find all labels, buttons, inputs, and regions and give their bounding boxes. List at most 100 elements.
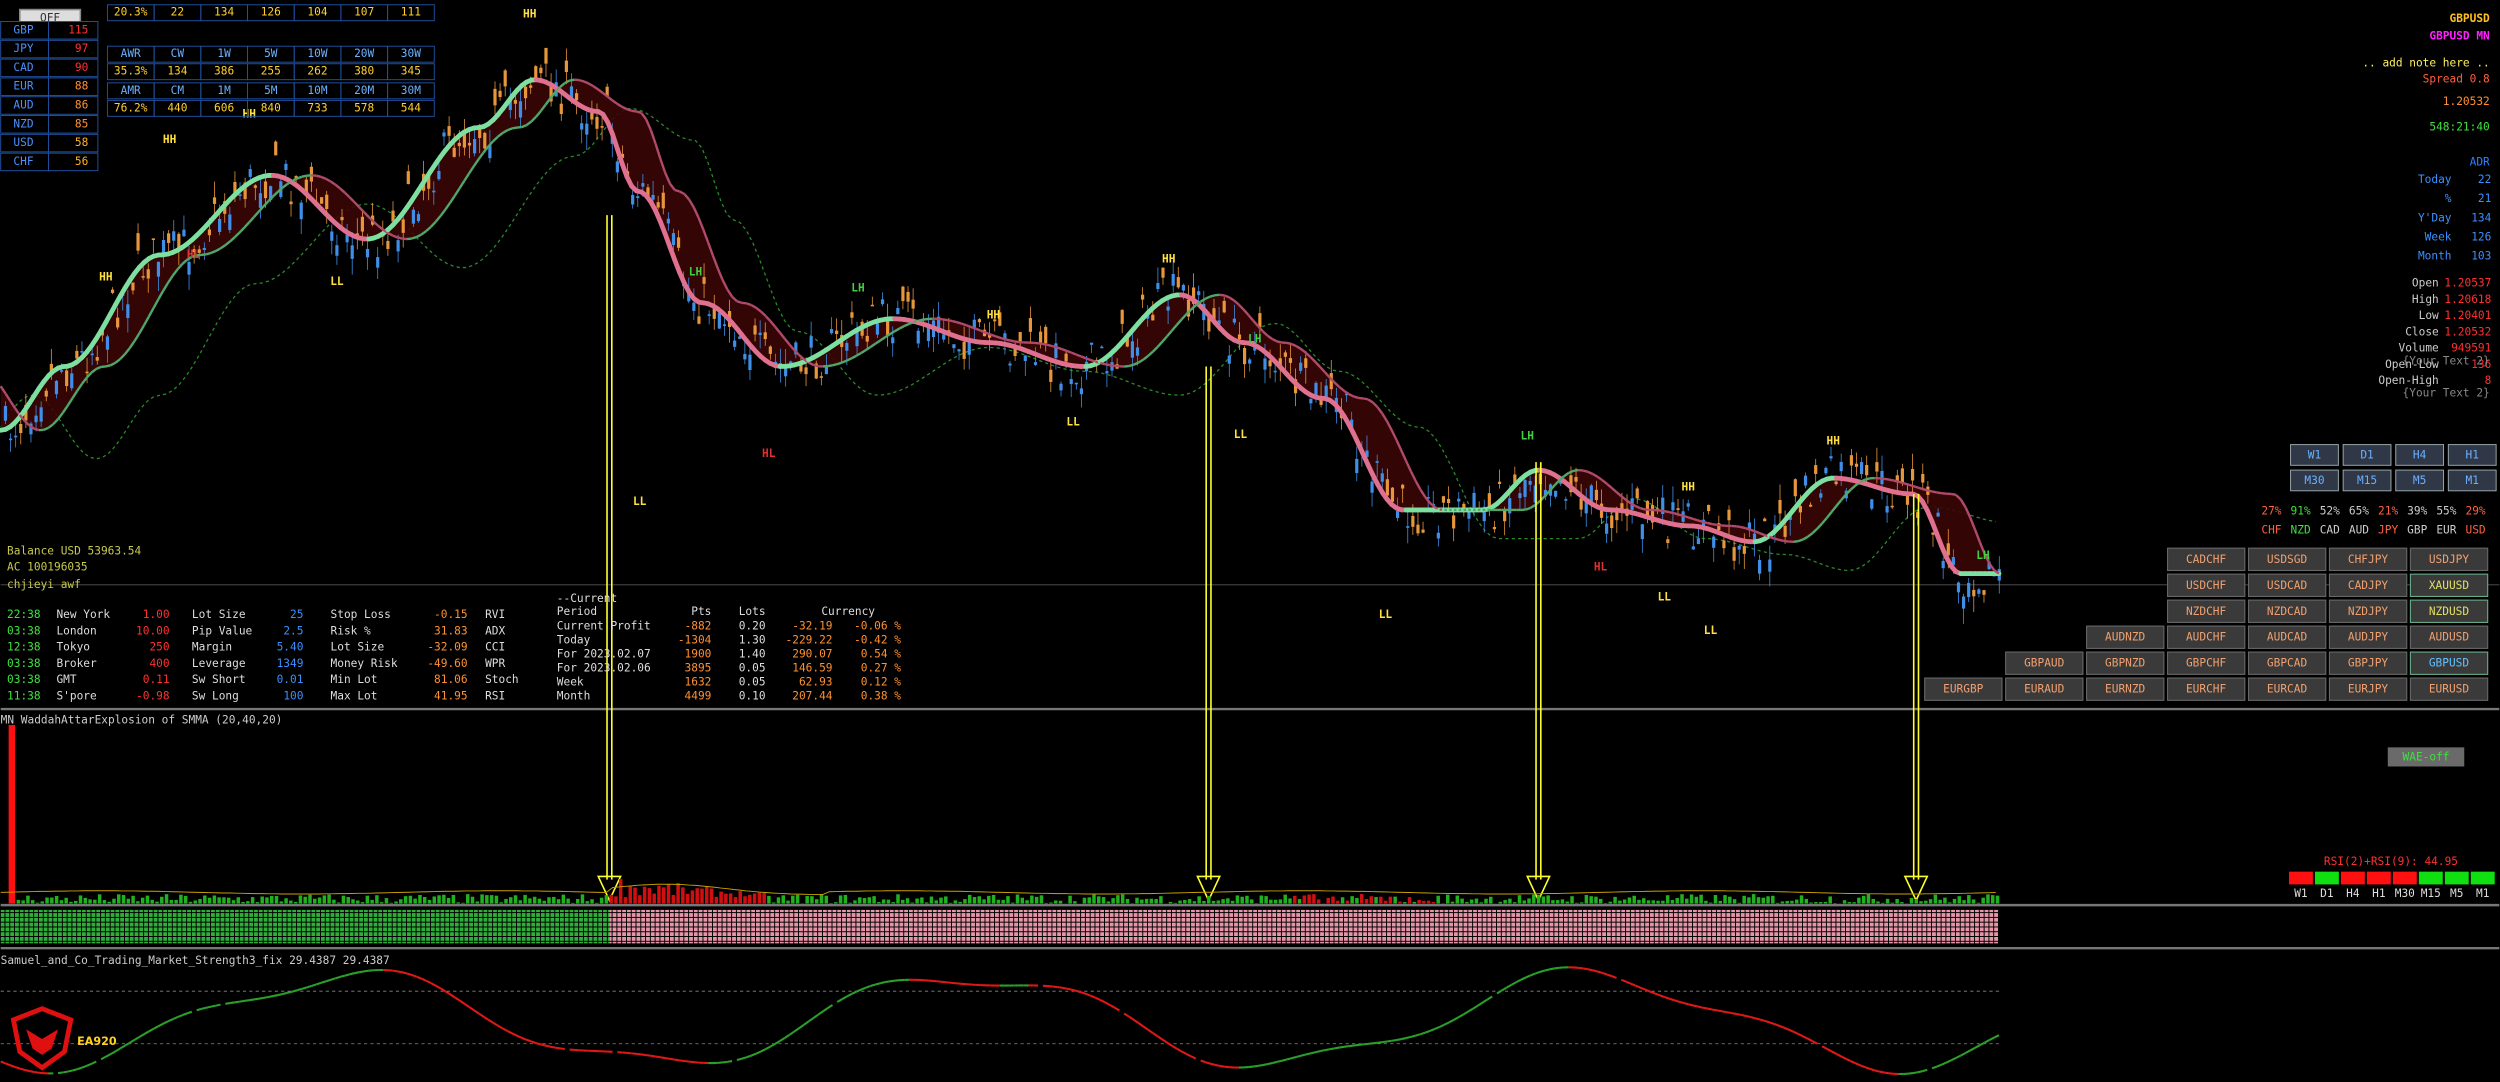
- candle-body: [1691, 546, 1695, 550]
- pair-button[interactable]: [2409, 677, 2489, 701]
- wae-bar: [1001, 899, 1005, 904]
- pair-button[interactable]: [2409, 599, 2489, 623]
- pair-button[interactable]: [2328, 573, 2408, 598]
- wae-bar: [982, 899, 986, 904]
- wae-bar: [1656, 900, 1660, 904]
- tf-button[interactable]: [2447, 469, 2497, 492]
- pair-button[interactable]: [2328, 547, 2408, 572]
- pair-button[interactable]: [2328, 625, 2408, 649]
- osc-line: [1137, 1022, 1144, 1028]
- slow-ma-line: [1324, 371, 1331, 379]
- rsi-tf: D1: [2320, 887, 2333, 900]
- pair-button[interactable]: [2328, 651, 2408, 675]
- pair-button[interactable]: [2409, 625, 2489, 649]
- osc-line: [1286, 1057, 1292, 1061]
- session-cell: Broker: [56, 657, 97, 670]
- symbol-period: GBPUSD MN: [2429, 30, 2490, 43]
- tf-button[interactable]: [2395, 444, 2445, 466]
- pair-button[interactable]: [2328, 677, 2408, 701]
- tf-button[interactable]: [2290, 469, 2339, 492]
- note: .. add note here ..: [2362, 57, 2489, 70]
- wae-bar: [1250, 899, 1254, 904]
- range-value: 20.3%: [114, 6, 148, 19]
- adr-value: 103: [2471, 250, 2491, 263]
- pair-button[interactable]: [2166, 651, 2246, 675]
- pair-button[interactable]: [2247, 599, 2327, 623]
- wae-bar: [824, 895, 829, 904]
- slow-ma-line: [1687, 516, 1694, 521]
- candle-body: [156, 261, 161, 277]
- pair-button[interactable]: [2247, 625, 2327, 649]
- pair-button[interactable]: [2409, 573, 2489, 598]
- candle-body: [1982, 590, 1986, 595]
- swing-label: HH: [163, 133, 176, 146]
- slow-ma-line: [1367, 398, 1374, 404]
- slow-ma-line: [157, 290, 165, 300]
- osc-line: [688, 1060, 694, 1064]
- candle-body: [743, 353, 747, 360]
- slow-ma-line: [1204, 295, 1211, 300]
- osc-line: [550, 1045, 556, 1049]
- pair-button[interactable]: [2166, 573, 2246, 598]
- wae-bar: [317, 897, 322, 904]
- wae-bar: [255, 902, 260, 904]
- pair-button[interactable]: [2086, 677, 2165, 701]
- candle-body: [472, 139, 477, 154]
- slow-ma-line: [741, 301, 747, 305]
- pair-button[interactable]: [2166, 677, 2246, 701]
- tf-button[interactable]: [2290, 444, 2339, 466]
- adr-label: Week: [2425, 230, 2452, 243]
- candle-body: [1197, 291, 1201, 296]
- candle-body: [585, 123, 589, 135]
- osc-line: [1510, 981, 1517, 986]
- slow-ma-line: [1558, 475, 1565, 482]
- pair-button[interactable]: [2166, 547, 2246, 572]
- pair-button[interactable]: [2005, 651, 2084, 675]
- pair-button[interactable]: [2247, 651, 2327, 675]
- slow-ma-line: [1673, 512, 1679, 516]
- slow-ma-line: [1783, 539, 1789, 543]
- tf-button[interactable]: [2342, 444, 2392, 466]
- pair-button[interactable]: [2086, 651, 2165, 675]
- slow-ma-line: [1525, 506, 1531, 511]
- candle-body: [411, 209, 415, 224]
- wae-bar: [681, 887, 685, 904]
- wae-bar: [403, 896, 408, 904]
- range-cell: [387, 82, 435, 100]
- pair-button[interactable]: [2005, 677, 2084, 701]
- wae-bar: [571, 902, 575, 904]
- pair-button[interactable]: [2247, 677, 2327, 701]
- wae-bar: [1551, 900, 1555, 904]
- slow-ma-line: [1247, 314, 1255, 322]
- wae-button[interactable]: [2387, 747, 2465, 767]
- pct-currency: USD: [2466, 524, 2486, 537]
- session-cell: Max Lot: [331, 689, 378, 702]
- session-cell: 0.11: [143, 673, 170, 686]
- pair-button[interactable]: [1924, 677, 2003, 701]
- pair-button[interactable]: [2247, 547, 2327, 572]
- candle-body: [1508, 498, 1512, 514]
- tf-button[interactable]: [2395, 469, 2445, 492]
- pair-button[interactable]: [2328, 599, 2408, 623]
- tf-button[interactable]: [2342, 469, 2392, 492]
- tf-button[interactable]: [2447, 444, 2497, 466]
- profit-cell: 0.20: [739, 619, 766, 632]
- pair-button[interactable]: [2166, 599, 2246, 623]
- slow-ma-line: [1596, 475, 1603, 482]
- slow-ma-line: [382, 228, 389, 234]
- slow-ma-line: [243, 221, 251, 229]
- wae-bar: [346, 897, 350, 904]
- candle-body: [488, 145, 492, 159]
- session-cell: 25: [290, 608, 303, 621]
- pair-button[interactable]: [2166, 625, 2246, 649]
- wae-bar: [446, 897, 451, 904]
- adr-value: 134: [2471, 211, 2491, 224]
- slow-ma-line: [1983, 553, 1991, 564]
- candle-body: [110, 289, 115, 293]
- slow-ma-line: [597, 88, 604, 95]
- pair-button[interactable]: [2247, 573, 2327, 598]
- pair-button[interactable]: [2409, 651, 2489, 675]
- pair-button[interactable]: [2086, 625, 2165, 649]
- candle-body: [590, 111, 594, 120]
- pair-button[interactable]: [2409, 547, 2489, 572]
